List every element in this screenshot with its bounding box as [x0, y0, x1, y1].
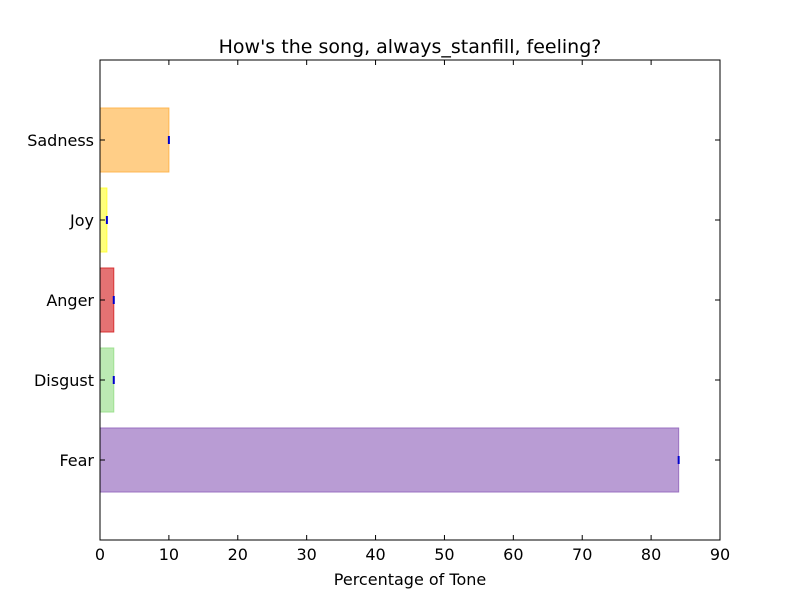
x-tick-label-70: 70 [572, 545, 592, 564]
bar-sadness [99, 107, 170, 173]
x-tick-label-40: 40 [365, 545, 385, 564]
y-tick-label-fear: Fear [59, 451, 94, 470]
x-tick-label-80: 80 [641, 545, 661, 564]
x-tick-label-50: 50 [434, 545, 454, 564]
y-axis-ticks: Fear Disgust Anger Joy Sadness [27, 131, 720, 470]
bar-fear [99, 427, 680, 493]
x-tick-label-60: 60 [503, 545, 523, 564]
y-tick-label-anger: Anger [46, 291, 94, 310]
bars-layer [99, 107, 680, 493]
x-tick-label-90: 90 [710, 545, 730, 564]
x-axis-ticks: 0 10 20 30 40 50 60 70 80 90 [95, 60, 730, 564]
x-axis-title: Percentage of Tone [334, 570, 486, 589]
chart-title: How's the song, always_stanfill, feeling… [219, 36, 602, 58]
y-tick-label-joy: Joy [69, 211, 94, 230]
x-tick-label-20: 20 [228, 545, 248, 564]
y-tick-label-sadness: Sadness [27, 131, 94, 150]
y-tick-label-disgust: Disgust [34, 371, 94, 390]
x-tick-label-0: 0 [95, 545, 105, 564]
x-tick-label-30: 30 [296, 545, 316, 564]
x-tick-label-10: 10 [159, 545, 179, 564]
